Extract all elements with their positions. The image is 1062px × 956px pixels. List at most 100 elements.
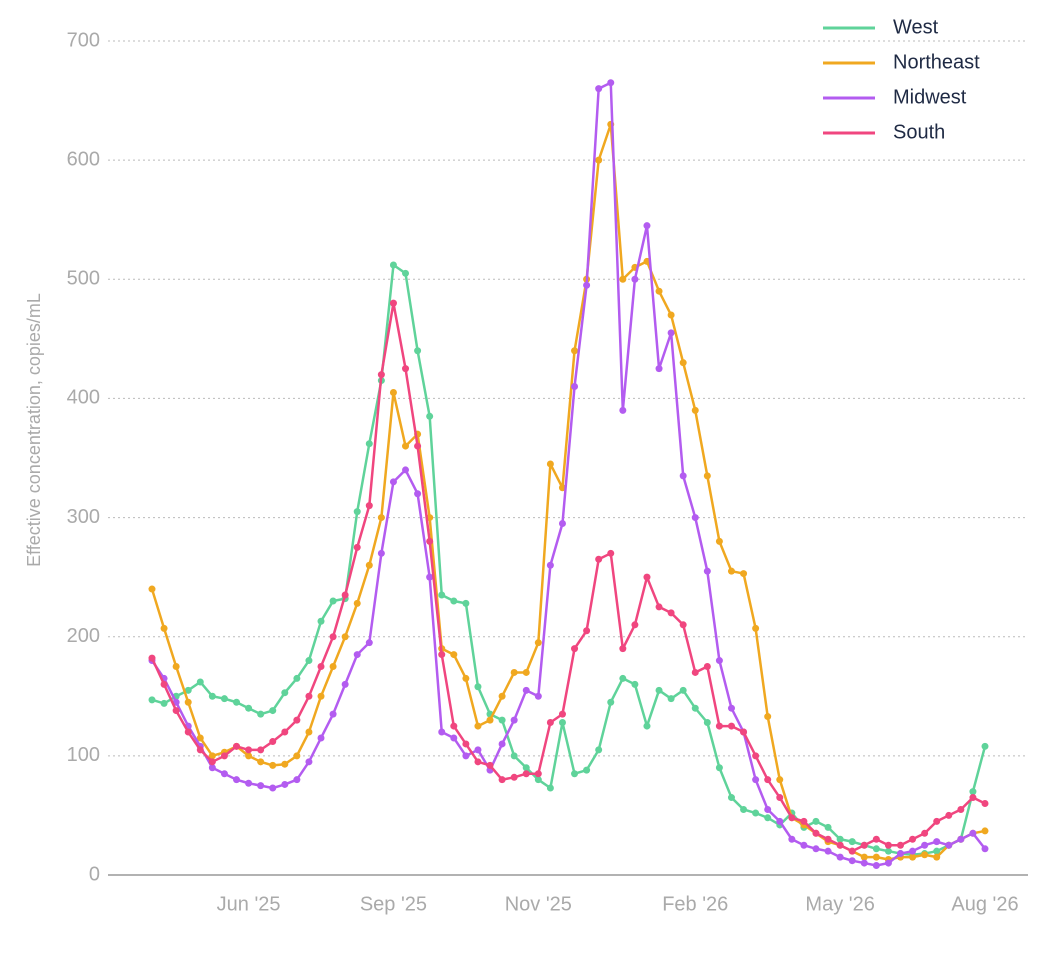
y-tick-label: 300 — [67, 506, 100, 528]
data-point — [667, 695, 675, 703]
data-point — [534, 776, 542, 784]
data-point — [836, 841, 844, 849]
data-point — [933, 847, 941, 855]
data-point — [389, 299, 397, 307]
data-point — [788, 814, 796, 822]
data-point — [752, 752, 760, 760]
data-point — [679, 686, 687, 694]
data-point — [643, 573, 651, 581]
data-point — [402, 365, 410, 373]
data-point — [414, 347, 422, 355]
data-point — [317, 617, 325, 625]
data-point — [619, 275, 627, 283]
data-point — [836, 835, 844, 843]
y-tick-label: 700 — [67, 29, 100, 51]
data-point — [909, 835, 917, 843]
data-point — [365, 561, 373, 569]
data-point — [389, 478, 397, 486]
data-point — [607, 79, 615, 87]
data-point — [848, 857, 856, 865]
data-point — [788, 835, 796, 843]
data-point — [631, 275, 639, 283]
data-point — [667, 609, 675, 617]
data-point — [269, 738, 277, 746]
data-point — [655, 287, 663, 295]
data-point — [969, 829, 977, 837]
data-point — [800, 817, 808, 825]
data-point — [305, 758, 313, 766]
data-point — [546, 561, 554, 569]
data-point — [245, 746, 253, 754]
data-point — [933, 838, 941, 846]
data-point — [462, 740, 470, 748]
series-line — [151, 263, 987, 856]
data-point — [703, 718, 711, 726]
data-point — [510, 716, 518, 724]
data-point — [909, 853, 917, 861]
data-point — [208, 758, 216, 766]
data-point — [402, 442, 410, 450]
data-point — [233, 698, 241, 706]
data-point — [872, 835, 880, 843]
data-point — [414, 442, 422, 450]
data-point — [353, 599, 361, 607]
data-point — [848, 847, 856, 855]
y-tick-label: 100 — [67, 744, 100, 766]
data-point — [595, 746, 603, 754]
data-point — [607, 698, 615, 706]
data-point — [933, 853, 941, 861]
legend-label: South — [893, 121, 945, 143]
data-point — [474, 722, 482, 730]
y-tick-label: 0 — [89, 863, 100, 885]
series-line — [150, 81, 986, 867]
data-point — [462, 599, 470, 607]
x-tick-label: May '26 — [805, 893, 874, 915]
data-point — [172, 707, 180, 715]
data-point — [981, 845, 989, 853]
data-point — [752, 624, 760, 632]
data-point — [257, 758, 265, 766]
data-point — [365, 440, 373, 448]
data-point — [872, 861, 880, 869]
data-point — [643, 222, 651, 230]
data-point — [522, 668, 530, 676]
data-point — [703, 663, 711, 670]
data-point — [498, 776, 506, 784]
data-point — [812, 829, 820, 837]
data-point — [426, 412, 434, 420]
data-point — [317, 692, 325, 700]
data-point — [486, 761, 494, 769]
data-point — [245, 704, 253, 712]
data-point — [329, 663, 337, 670]
data-point — [474, 758, 482, 766]
data-point — [365, 639, 373, 647]
data-point — [715, 657, 723, 665]
data-point — [921, 829, 929, 837]
data-point — [474, 683, 482, 691]
data-point — [896, 841, 904, 849]
data-point — [836, 853, 844, 861]
data-point — [546, 718, 554, 726]
data-point — [426, 537, 434, 545]
data-point — [884, 847, 892, 855]
data-point — [595, 85, 603, 93]
data-point — [595, 156, 603, 164]
data-point — [860, 853, 868, 861]
data-point — [619, 406, 627, 414]
data-point — [607, 549, 615, 557]
data-point — [438, 651, 446, 659]
data-point — [208, 752, 216, 760]
data-point — [293, 674, 301, 682]
x-tick-label: Jun '25 — [217, 893, 281, 915]
data-point — [450, 651, 458, 659]
data-point — [233, 776, 241, 784]
data-point — [872, 845, 880, 853]
data-point — [691, 406, 699, 414]
data-point — [196, 746, 204, 754]
data-point — [269, 761, 277, 769]
data-point — [389, 388, 397, 396]
data-point — [305, 692, 313, 700]
data-point — [691, 514, 699, 522]
data-point — [558, 718, 566, 726]
data-point — [257, 710, 265, 718]
